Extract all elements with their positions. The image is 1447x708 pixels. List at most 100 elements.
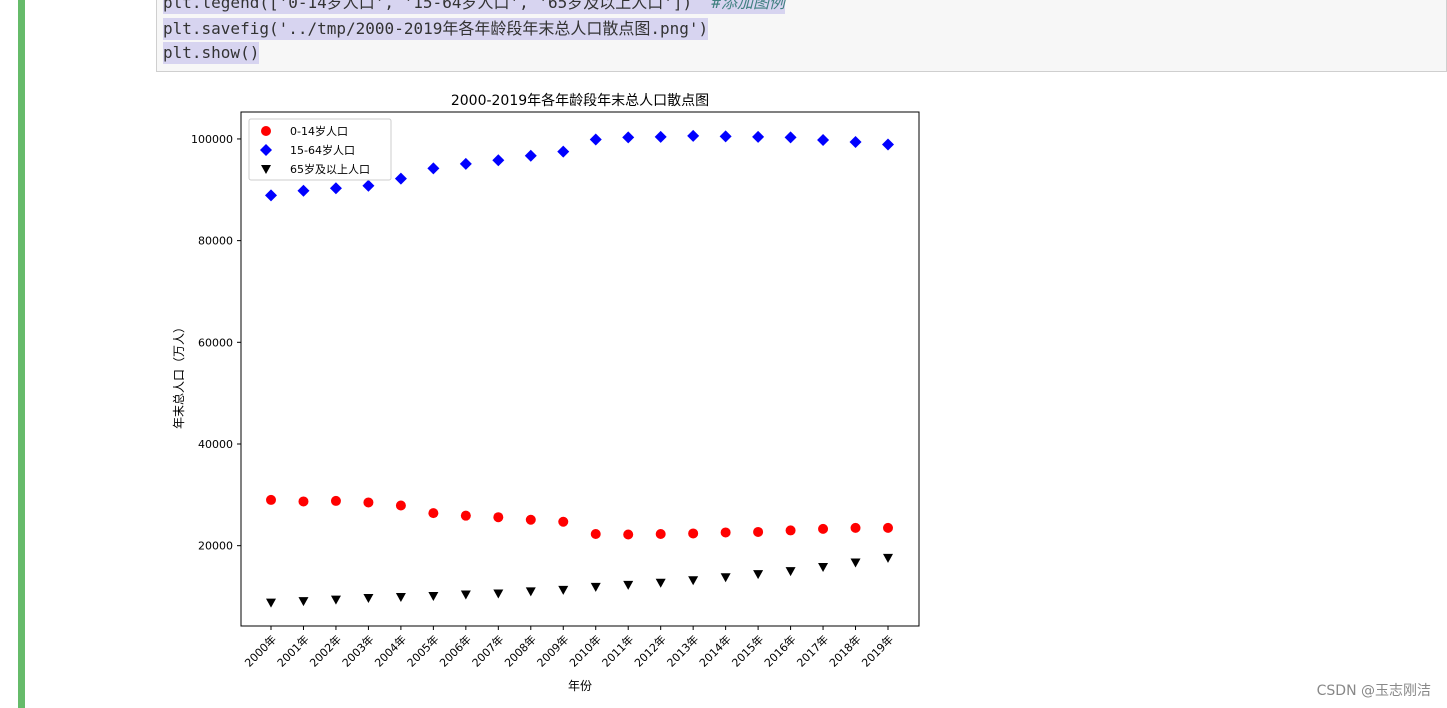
data-point <box>265 189 277 202</box>
x-tick-label: 2018年 <box>826 632 863 669</box>
x-tick-label: 2016年 <box>761 632 798 669</box>
data-point <box>460 590 471 600</box>
y-tick-label: 100000 <box>191 133 233 146</box>
data-point <box>493 512 504 523</box>
data-point <box>524 149 537 162</box>
data-point <box>753 526 764 537</box>
data-point <box>525 587 536 597</box>
data-point <box>720 573 731 583</box>
data-point <box>719 130 732 143</box>
legend-marker <box>260 144 272 156</box>
chart-title: 2000-2019年各年龄段年末总人口散点图 <box>451 93 709 109</box>
data-point <box>428 592 439 602</box>
data-point <box>590 582 601 592</box>
data-point <box>427 162 440 175</box>
data-point <box>329 182 342 195</box>
data-point <box>492 154 505 167</box>
data-point <box>720 527 731 538</box>
data-point <box>655 528 666 539</box>
data-point <box>785 525 796 536</box>
data-point <box>460 510 471 521</box>
data-point <box>817 133 830 146</box>
series-0 <box>266 494 893 540</box>
watermark: CSDN @玉志刚洁 <box>1316 683 1431 699</box>
x-tick-label: 2003年 <box>339 632 376 669</box>
cell-selection-bar <box>18 0 25 708</box>
data-point <box>330 595 341 605</box>
data-point <box>818 563 829 573</box>
data-point <box>298 597 309 607</box>
data-point <box>493 589 504 599</box>
data-point <box>883 522 893 533</box>
x-tick-label: 2007年 <box>469 632 506 669</box>
x-tick-label: 2008年 <box>501 632 538 669</box>
data-point <box>330 495 341 506</box>
data-point <box>850 558 861 568</box>
data-point <box>428 508 439 519</box>
legend-label: 65岁及以上人口 <box>290 162 370 176</box>
data-point <box>298 496 309 507</box>
data-point <box>362 179 375 192</box>
x-tick-label: 2005年 <box>404 632 441 669</box>
data-point <box>266 494 276 505</box>
legend-label: 15-64岁人口 <box>290 143 355 157</box>
legend-marker <box>261 165 271 174</box>
data-point <box>590 528 601 539</box>
data-point <box>589 133 602 146</box>
data-point <box>882 138 894 151</box>
x-tick-label: 2010年 <box>566 632 603 669</box>
data-point <box>654 130 667 143</box>
x-tick-label: 2002年 <box>307 632 344 669</box>
x-tick-label: 2006年 <box>436 632 473 669</box>
code-legend-call: plt.legend(['0-14岁人口', '15-64岁人口', '65岁及… <box>163 0 693 12</box>
legend-label: 0-14岁人口 <box>290 124 348 138</box>
series-2 <box>266 553 893 608</box>
data-point <box>850 522 861 533</box>
code-legend-comment: #添加图例 <box>711 0 786 12</box>
legend-frame <box>248 118 392 181</box>
x-tick-label: 2004年 <box>372 632 409 669</box>
y-axis-label: 年末总人口（万人） <box>172 321 186 429</box>
y-tick-label: 60000 <box>198 336 233 349</box>
code-line-legend: plt.legend(['0-14岁人口', '15-64岁人口', '65岁及… <box>163 0 786 14</box>
data-point <box>558 516 569 527</box>
data-point <box>687 129 700 142</box>
data-point <box>557 145 570 158</box>
x-axis-label: 年份 <box>568 679 592 693</box>
y-tick-label: 80000 <box>198 235 233 248</box>
x-tick-label: 2015年 <box>729 632 766 669</box>
x-tick-label: 2012年 <box>631 632 668 669</box>
x-tick-label: 2009年 <box>534 632 571 669</box>
data-point <box>558 585 569 595</box>
data-point <box>394 172 407 185</box>
x-tick-label: 2014年 <box>696 632 733 669</box>
legend-marker <box>261 126 271 136</box>
legend: 0-14岁人口 15-64岁人口 65岁及以上人口 <box>248 118 392 181</box>
code-editor[interactable]: plt.legend(['0-14岁人口', '15-64岁人口', '65岁及… <box>156 0 1447 72</box>
x-tick-label: 2011年 <box>599 632 636 669</box>
data-point <box>883 553 893 563</box>
data-point <box>688 528 699 539</box>
x-tick-label: 2019年 <box>859 632 896 669</box>
data-point <box>752 130 765 143</box>
data-point <box>688 576 699 586</box>
data-point <box>297 184 310 197</box>
data-point <box>395 593 406 603</box>
data-point <box>655 578 666 588</box>
data-point <box>459 157 472 170</box>
plot-area <box>240 111 920 627</box>
x-tick-label: 2017年 <box>794 632 831 669</box>
data-point <box>753 570 764 580</box>
code-line-savefig: plt.savefig('../tmp/2000-2019年各年龄段年末总人口散… <box>163 18 709 40</box>
y-tick-label: 40000 <box>198 438 233 451</box>
data-point <box>622 131 635 144</box>
data-point <box>785 567 796 577</box>
y-tick-label: 20000 <box>198 540 233 553</box>
data-point <box>363 594 374 604</box>
data-point <box>363 497 374 508</box>
code-line-show: plt.show() <box>163 42 260 64</box>
data-point <box>623 580 634 590</box>
data-point <box>818 523 829 534</box>
data-point <box>525 514 536 525</box>
